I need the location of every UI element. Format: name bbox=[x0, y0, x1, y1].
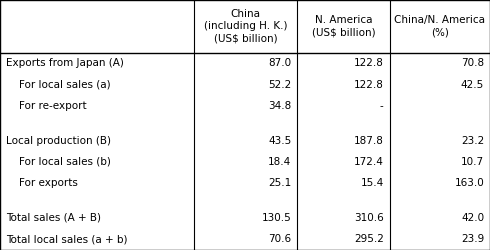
Text: 25.1: 25.1 bbox=[269, 178, 292, 188]
Text: Total local sales (a + b): Total local sales (a + b) bbox=[6, 234, 127, 244]
Text: 87.0: 87.0 bbox=[269, 58, 292, 68]
Text: For exports: For exports bbox=[6, 178, 78, 188]
Text: -: - bbox=[380, 101, 384, 111]
Text: China
(including H. K.)
(US$ billion): China (including H. K.) (US$ billion) bbox=[204, 9, 287, 43]
Text: 122.8: 122.8 bbox=[354, 80, 384, 90]
Text: 42.5: 42.5 bbox=[461, 80, 484, 90]
Text: 42.0: 42.0 bbox=[461, 213, 484, 223]
Text: China/N. America
(%): China/N. America (%) bbox=[394, 15, 485, 37]
Text: 23.9: 23.9 bbox=[461, 234, 484, 244]
Text: N. America
(US$ billion): N. America (US$ billion) bbox=[312, 15, 375, 37]
Text: 18.4: 18.4 bbox=[269, 157, 292, 167]
Text: 34.8: 34.8 bbox=[269, 101, 292, 111]
Text: For local sales (a): For local sales (a) bbox=[6, 80, 111, 90]
Text: 15.4: 15.4 bbox=[361, 178, 384, 188]
Text: 43.5: 43.5 bbox=[269, 136, 292, 145]
Text: 187.8: 187.8 bbox=[354, 136, 384, 145]
Text: Total sales (A + B): Total sales (A + B) bbox=[6, 213, 101, 223]
Text: Local production (B): Local production (B) bbox=[6, 136, 111, 145]
Text: 172.4: 172.4 bbox=[354, 157, 384, 167]
Text: For local sales (b): For local sales (b) bbox=[6, 157, 111, 167]
Text: 10.7: 10.7 bbox=[461, 157, 484, 167]
Text: 52.2: 52.2 bbox=[269, 80, 292, 90]
Text: 122.8: 122.8 bbox=[354, 58, 384, 68]
Text: 130.5: 130.5 bbox=[262, 213, 292, 223]
Text: 310.6: 310.6 bbox=[354, 213, 384, 223]
Text: For re-export: For re-export bbox=[6, 101, 87, 111]
Text: 70.8: 70.8 bbox=[461, 58, 484, 68]
Text: 23.2: 23.2 bbox=[461, 136, 484, 145]
Text: 70.6: 70.6 bbox=[269, 234, 292, 244]
Text: Exports from Japan (A): Exports from Japan (A) bbox=[6, 58, 124, 68]
Text: 163.0: 163.0 bbox=[454, 178, 484, 188]
Text: 295.2: 295.2 bbox=[354, 234, 384, 244]
